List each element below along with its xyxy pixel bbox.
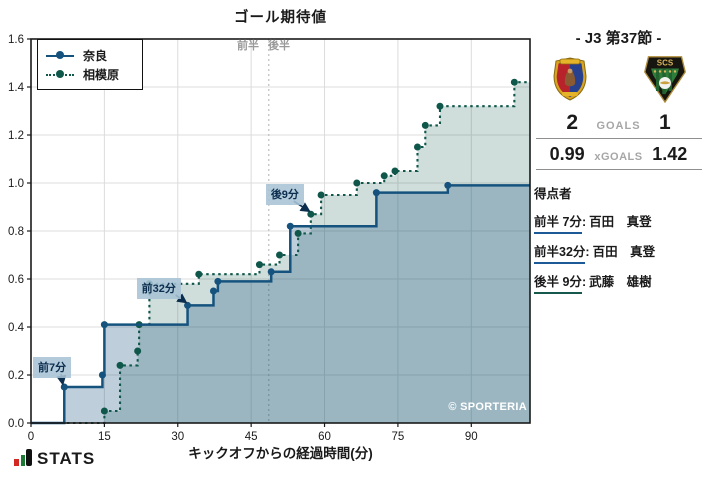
scorer-time: 前半 7分 bbox=[534, 211, 582, 234]
round-title: - J3 第37節 - bbox=[575, 30, 662, 47]
svg-text:1.2: 1.2 bbox=[8, 130, 24, 142]
svg-text:90: 90 bbox=[465, 431, 478, 443]
away-xgoals: 1.42 bbox=[652, 144, 688, 164]
home-team-crest-icon bbox=[553, 57, 587, 101]
goals-label: GOALS bbox=[596, 120, 641, 132]
scorer-name: 百田 真登 bbox=[589, 215, 652, 229]
svg-text:0.2: 0.2 bbox=[8, 370, 24, 382]
legend-marker-dot bbox=[56, 70, 64, 79]
svg-text:0.4: 0.4 bbox=[8, 322, 25, 334]
scorer-colon: : bbox=[581, 275, 587, 289]
away-goals: 1 bbox=[658, 111, 671, 134]
legend-label-home: 奈良 bbox=[83, 49, 108, 63]
svg-text:0.0: 0.0 bbox=[8, 418, 24, 430]
legend-label-away: 相模原 bbox=[83, 68, 120, 82]
goal-annotation: 前32分 bbox=[136, 278, 181, 300]
scorer-row: 前半32分: 百田 真登 bbox=[534, 241, 705, 264]
xg-step-chart: 0 15 30 45 60 75 90 0.0 0.2 0.4 0.6 0.8 1.0 1.2 1.4 1.6 bbox=[8, 34, 531, 443]
xgoals-label: xGOALS bbox=[594, 151, 643, 163]
home-xgoals: 0.99 bbox=[549, 144, 585, 164]
svg-text:0.6: 0.6 bbox=[8, 274, 24, 286]
watermark: © SPORTERIA bbox=[448, 401, 527, 413]
legend-dotted-line-swatch bbox=[46, 70, 74, 79]
svg-text:75: 75 bbox=[392, 431, 405, 443]
legend-marker-dot bbox=[56, 51, 64, 60]
chart-legend: 奈良 相模原 bbox=[37, 39, 143, 90]
svg-text:1.4: 1.4 bbox=[8, 82, 25, 94]
scorers-section: 得点者 前半 7分: 百田 真登 前半32分: 百田 真登 後半 9分: 武藤 雄樹 bbox=[534, 183, 705, 301]
scorer-name: 武藤 雄樹 bbox=[589, 275, 652, 289]
team-logos: SCS bbox=[530, 56, 707, 103]
scorers-heading: 得点者 bbox=[534, 187, 572, 201]
legend-row-home: 奈良 bbox=[46, 46, 134, 65]
xgoals-row: 0.99 xGOALS 1.42 bbox=[534, 144, 703, 165]
svg-text:15: 15 bbox=[98, 431, 111, 443]
away-crest-scs-text: SCS bbox=[657, 59, 674, 68]
scorer-name: 百田 真登 bbox=[592, 245, 656, 259]
svg-text:1.6: 1.6 bbox=[8, 34, 24, 46]
divider bbox=[536, 138, 702, 139]
svg-text:1.0: 1.0 bbox=[8, 178, 24, 190]
stats-logo-text: STATS bbox=[37, 449, 96, 468]
scorer-row: 後半 9分: 武藤 雄樹 bbox=[534, 271, 705, 294]
scorer-colon: : bbox=[585, 245, 590, 259]
goal-annotation: 前7分 bbox=[32, 357, 72, 378]
halftime-labels: 前半 後半 bbox=[237, 37, 290, 53]
svg-text:60: 60 bbox=[318, 431, 331, 443]
match-summary-panel: - J3 第37節 - SCS bbox=[530, 0, 707, 479]
svg-text:45: 45 bbox=[245, 431, 258, 443]
x-axis-label: キックオフからの経過時間(分) bbox=[188, 446, 373, 461]
scorer-row: 前半 7分: 百田 真登 bbox=[534, 211, 705, 234]
home-goals: 2 bbox=[566, 111, 579, 134]
second-half-label: 後半 bbox=[268, 40, 290, 52]
score-row: 2 GOALS 1 bbox=[534, 111, 703, 135]
stats-bars-icon bbox=[14, 449, 32, 466]
svg-text:30: 30 bbox=[171, 431, 184, 443]
away-team-crest-icon: SCS bbox=[644, 56, 686, 103]
stats-logo: STATS bbox=[14, 449, 96, 468]
chart-title: ゴール期待値 bbox=[234, 10, 327, 26]
scorer-colon: : bbox=[581, 215, 587, 229]
legend-row-away: 相模原 bbox=[46, 65, 134, 84]
legend-solid-line-swatch bbox=[46, 51, 74, 60]
scorer-time: 後半 9分 bbox=[534, 271, 582, 294]
scorer-time: 前半32分 bbox=[534, 241, 586, 264]
svg-text:0.8: 0.8 bbox=[8, 226, 24, 238]
goal-annotation: 後9分 bbox=[265, 184, 304, 206]
divider bbox=[536, 169, 702, 170]
first-half-label: 前半 bbox=[237, 40, 259, 52]
svg-text:0: 0 bbox=[28, 431, 34, 443]
